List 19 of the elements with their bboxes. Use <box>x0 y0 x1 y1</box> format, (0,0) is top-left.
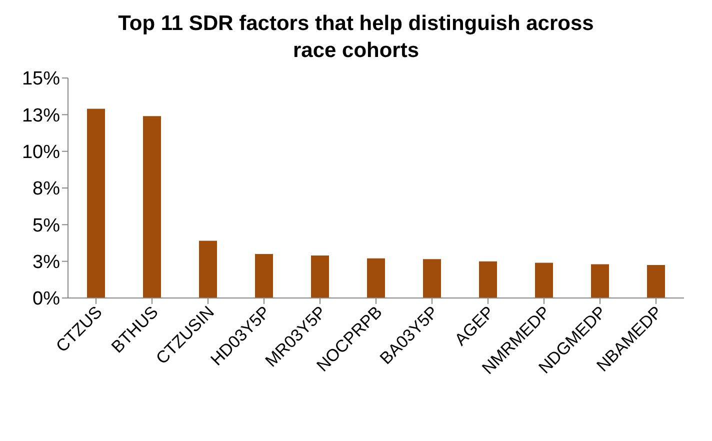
bar <box>647 265 665 298</box>
bar <box>87 108 105 298</box>
bar <box>535 262 553 298</box>
y-tick-label: 8% <box>32 178 60 200</box>
bar <box>479 261 497 298</box>
bar <box>591 264 609 298</box>
y-tick-label: 13% <box>22 105 60 126</box>
y-tick-label: 0% <box>32 288 60 310</box>
y-tick-label: 15% <box>22 68 60 90</box>
bar <box>423 259 441 298</box>
bar <box>367 258 385 298</box>
chart-title: Top 11 SDR factors that help distinguish across race cohorts <box>117 11 595 64</box>
bar <box>255 254 273 298</box>
y-tick-label: 3% <box>32 252 60 274</box>
bar <box>311 255 329 298</box>
bar <box>143 116 161 298</box>
y-tick-label: 5% <box>32 215 60 236</box>
y-tick-label: 10% <box>22 142 60 164</box>
bar <box>199 240 217 298</box>
